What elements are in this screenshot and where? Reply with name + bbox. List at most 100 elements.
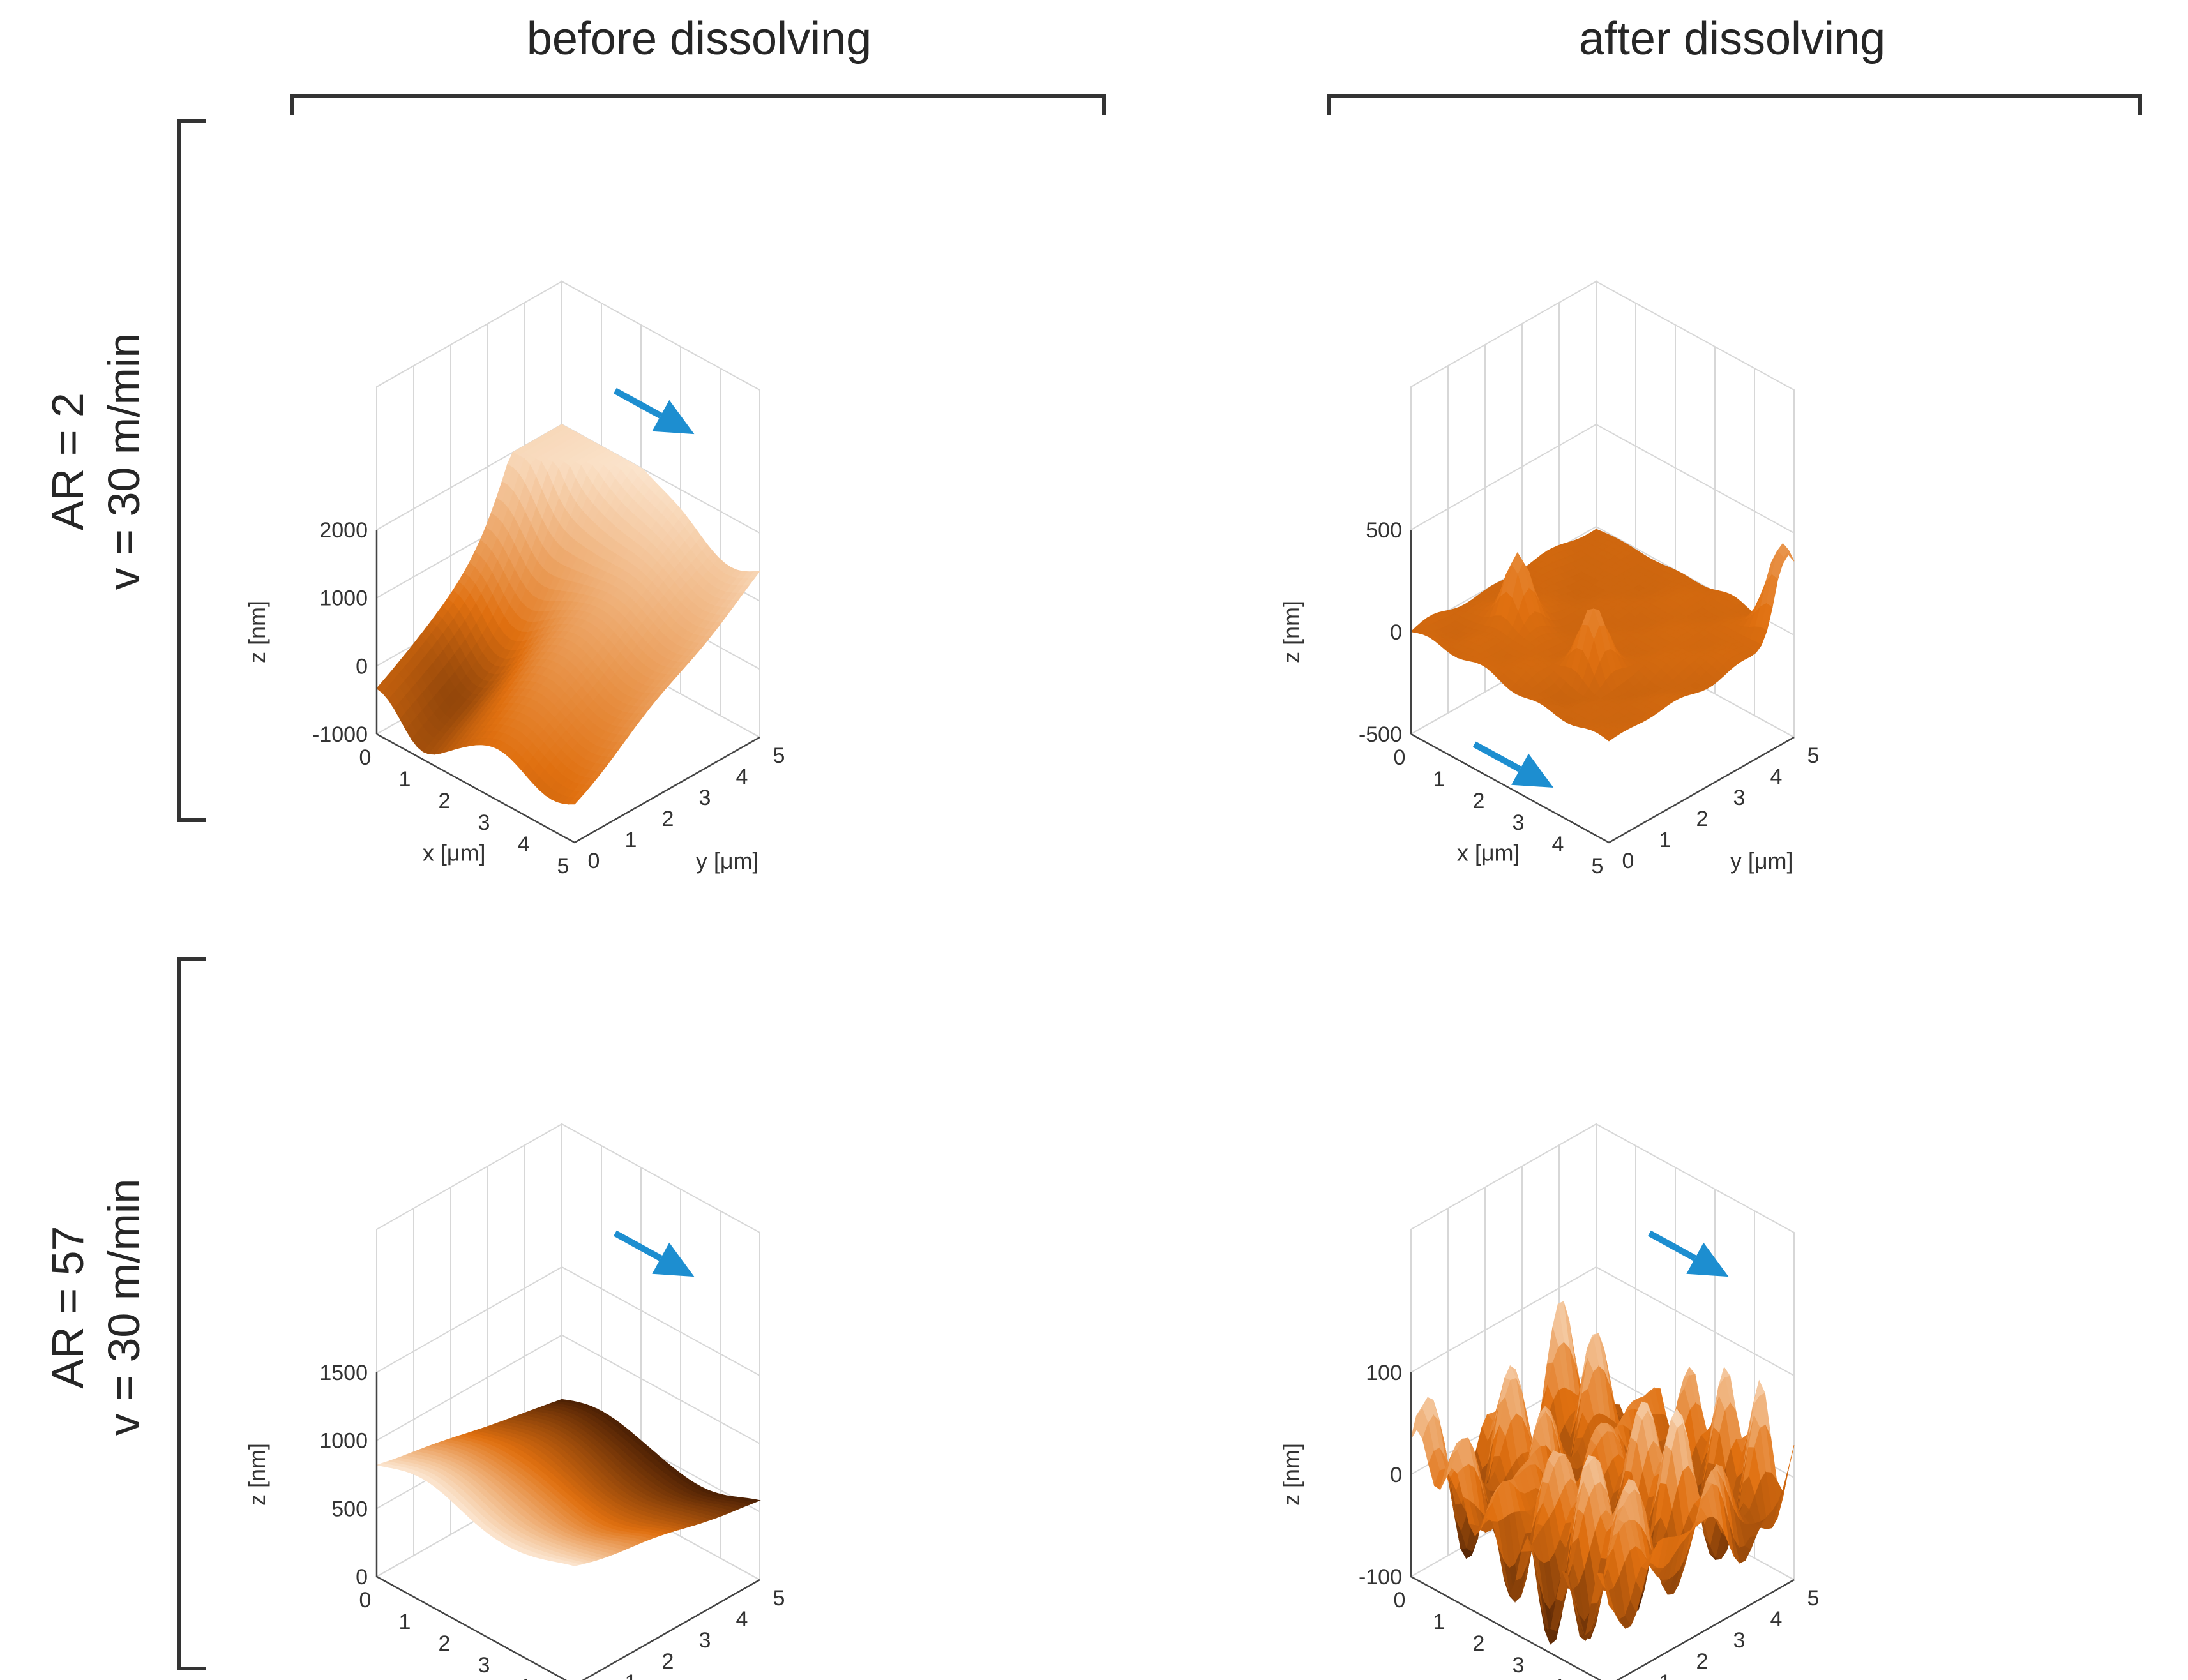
row-bracket-ar2 [177,119,206,822]
row-bracket-ar57 [177,957,206,1670]
x-tick-label: 4 [1552,832,1564,857]
x-tick-label: 0 [359,746,372,770]
y-axis-label: y [μm] [1730,848,1793,874]
y-tick-label: 0 [1622,849,1634,873]
y-tick-label: 0 [588,849,600,873]
z-tick-label: 0 [1390,1463,1402,1487]
y-axis-label: y [μm] [696,848,759,874]
arrow-head [652,400,695,435]
x-tick-label: 2 [1473,1631,1485,1656]
x-tick-label: 0 [359,1588,372,1612]
z-tick-label: 500 [1366,518,1402,543]
grid-line [376,1334,760,1444]
y-tick-label: 5 [773,744,785,768]
z-tick-label: 0 [356,1565,368,1589]
y-tick-label: 5 [1807,744,1820,768]
direction-arrow [613,1230,695,1277]
x-tick-label: 2 [439,1631,451,1656]
y-tick-label: 5 [773,1586,785,1610]
x-tick-label: 4 [1552,1675,1564,1680]
z-tick-label: 100 [1366,1361,1402,1385]
z-tick-label: -1000 [312,723,368,747]
x-tick-label: 1 [399,767,411,791]
row-label-ar57-line2: v = 30 m/min [99,1178,149,1436]
z-tick-label: 500 [331,1497,368,1521]
arrow-head [1511,753,1554,788]
surface-mesh [376,1399,761,1566]
arrow-shaft [1647,1230,1697,1261]
x-tick-label: 0 [1394,746,1406,770]
z-axis-label: z [nm] [244,1443,270,1506]
x-tick-label: 2 [439,789,451,813]
surface-mesh [1410,529,1795,742]
axis-baseline [1410,733,1795,844]
y-tick-label: 1 [1659,828,1671,852]
surface-cell [568,1563,580,1566]
direction-arrow [1647,1230,1729,1277]
row-label-ar2-line1: AR = 2 [43,393,93,530]
column-title-before: before dissolving [526,13,872,64]
arrow-shaft [613,387,663,419]
x-tick-label: 1 [1433,767,1445,791]
y-tick-label: 5 [1807,1586,1820,1610]
z-tick-label: 0 [356,654,368,679]
z-tick-label: -100 [1359,1565,1402,1589]
column-bracket-after [1327,94,2142,115]
y-tick-label: 3 [699,786,711,810]
y-tick-label: 1 [625,828,637,852]
z-tick-label: -500 [1359,723,1402,747]
x-axis-label: x [μm] [1457,839,1520,866]
surface-plot-ar57-before: 012345012345050010001500x [μm]y [μm]z [n… [244,1123,785,1680]
y-tick-label: 2 [662,1649,674,1674]
surface-mesh [1410,1301,1795,1645]
row-label-ar2-line2: v = 30 m/min [99,333,149,590]
z-tick-label: 1500 [319,1361,368,1385]
row-label-ar57: AR = 57 v = 30 m/min [40,956,152,1658]
direction-arrow [613,387,695,435]
y-tick-label: 2 [1696,807,1709,831]
grid-line [1410,1266,1795,1376]
z-axis-label: z [nm] [1278,601,1304,663]
arrow-head [652,1242,695,1277]
z-axis-label: z [nm] [244,601,270,663]
x-axis-label: x [μm] [423,839,486,866]
surface-mesh [376,424,761,805]
arrow-shaft [1472,741,1521,772]
arrow-shaft [613,1230,663,1261]
row-label-ar2: AR = 2 v = 30 m/min [40,110,152,813]
x-tick-label: 4 [518,1675,530,1680]
axis-baseline [376,733,760,844]
y-tick-label: 1 [1659,1670,1671,1680]
x-tick-label: 1 [399,1610,411,1634]
y-tick-label: 2 [662,807,674,831]
x-tick-label: 1 [1433,1610,1445,1634]
y-tick-label: 4 [1770,1607,1783,1631]
direction-arrow [1472,741,1554,788]
arrow-head [1686,1242,1729,1277]
axes: 012345012345050010001500x [μm]y [μm]z [n… [244,1361,785,1680]
y-tick-label: 2 [1696,1649,1709,1674]
z-tick-label: 1000 [319,587,368,611]
grid-line [1410,423,1795,534]
column-bracket-before [290,94,1106,115]
x-tick-label: 3 [478,811,490,835]
y-tick-label: 3 [699,1628,711,1653]
grid-line [376,1266,760,1376]
row-label-ar57-line1: AR = 57 [43,1226,93,1389]
x-tick-label: 4 [518,832,530,857]
x-tick-label: 5 [1592,854,1604,878]
z-axis-label: z [nm] [1278,1443,1304,1506]
x-tick-label: 0 [1394,1588,1406,1612]
surface-cell [568,797,581,805]
surface-cell [1603,733,1615,742]
y-tick-label: 4 [736,765,748,789]
y-tick-label: 1 [625,1670,637,1680]
x-tick-label: 2 [1473,789,1485,813]
y-tick-label: 4 [736,1607,748,1631]
z-tick-label: 1000 [319,1429,368,1453]
